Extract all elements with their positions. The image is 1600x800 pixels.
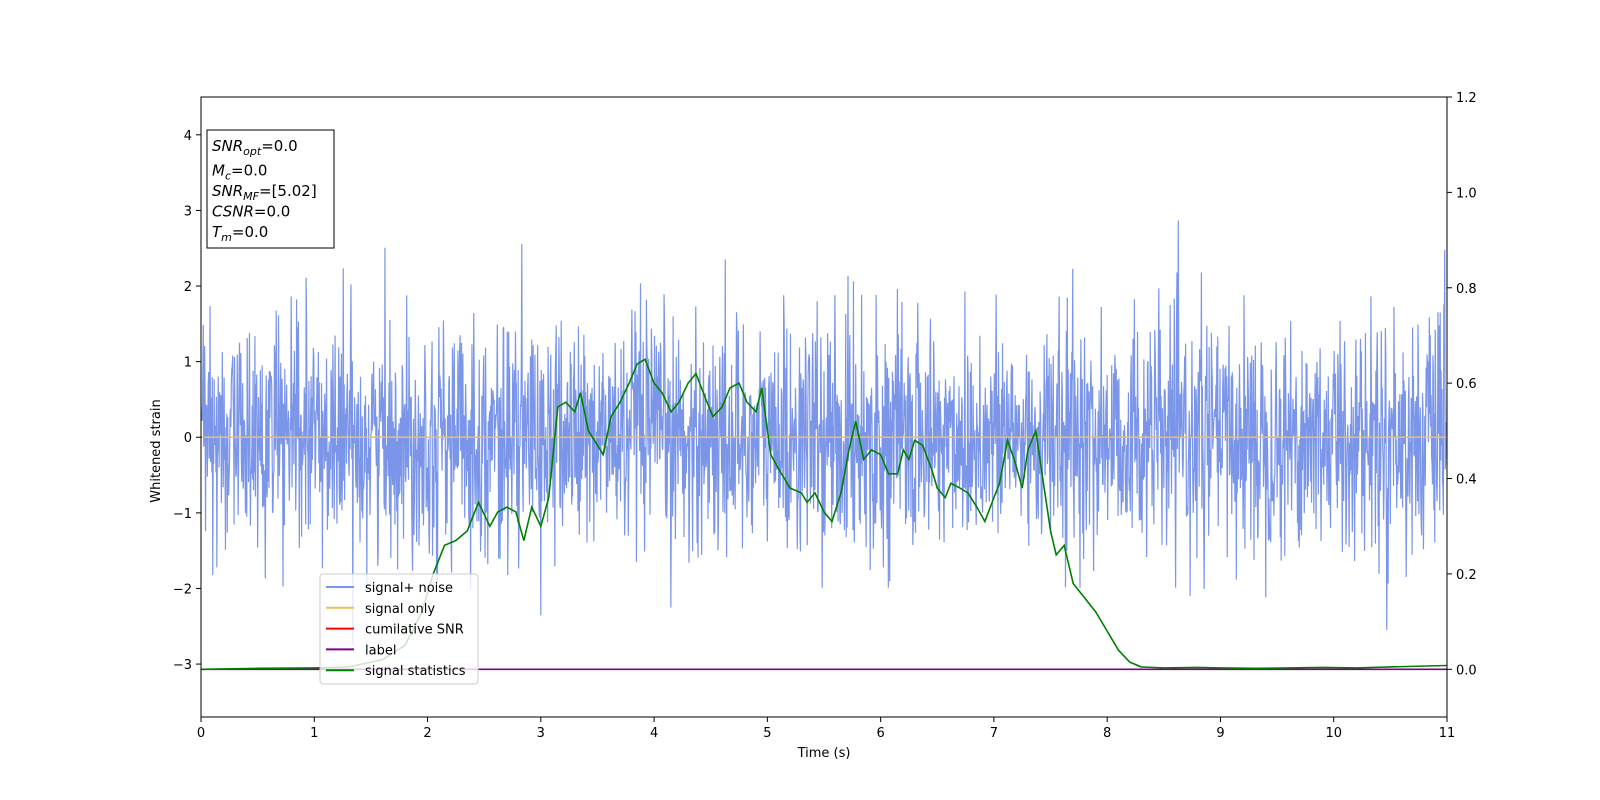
y-axis-label: Whitened strain <box>149 399 164 502</box>
y2-tick-label: 0.2 <box>1456 568 1477 583</box>
x-tick-label: 2 <box>423 726 431 741</box>
x-tick-label: 10 <box>1325 726 1342 741</box>
legend-label: signal only <box>365 602 435 617</box>
annotation-symbol: SNR <box>212 182 243 200</box>
y-tick-label: 4 <box>184 129 192 144</box>
y-tick-label: 2 <box>184 280 192 295</box>
y2-tick-label: 0.0 <box>1456 663 1477 678</box>
annotation-value: =0.0 <box>261 137 297 155</box>
legend-label: cumilative SNR <box>365 623 464 638</box>
legend-label: signal+ noise <box>365 581 453 596</box>
annotation-subscript: opt <box>243 145 262 158</box>
annotation-symbol: M <box>212 162 225 180</box>
annotation-line: SNRopt=0.0 <box>212 137 298 158</box>
x-tick-label: 0 <box>197 726 205 741</box>
annotation-line: Tm=0.0 <box>212 223 268 244</box>
annotation-symbol: CSNR <box>212 203 254 221</box>
x-tick-label: 7 <box>990 726 998 741</box>
x-tick-label: 9 <box>1216 726 1224 741</box>
x-axis-label: Time (s) <box>797 746 851 761</box>
annotation-box: SNRopt=0.0Mc=0.0SNRMF=[5.02]CSNR=0.0Tm=0… <box>206 129 335 249</box>
y2-tick-label: 1.0 <box>1456 186 1477 201</box>
legend: signal+ noise signal only cumilative SNR la… <box>319 573 479 685</box>
x-tick-label: 6 <box>876 726 884 741</box>
x-tick-label: 5 <box>763 726 771 741</box>
y2-tick-label: 0.8 <box>1456 282 1477 297</box>
axes-layer: 0 1 2 3 4 5 6 7 8 9 10 11 −3 −2 −1 0 1 2 3 4 0.0 0.2 0.4 0.6 0.8… <box>173 91 1477 741</box>
legend-frame <box>319 573 479 685</box>
y-tick-label: 0 <box>184 431 192 446</box>
annotation-line: SNRMF=[5.02] <box>212 182 317 203</box>
y2-tick-label: 0.4 <box>1456 473 1477 488</box>
y2-tick-label: 0.6 <box>1456 377 1477 392</box>
y-tick-label: 1 <box>184 356 192 371</box>
annotation-subscript: c <box>225 170 231 183</box>
x-tick-label: 11 <box>1439 726 1456 741</box>
x-tick-label: 8 <box>1103 726 1111 741</box>
y-tick-label: −1 <box>173 507 192 522</box>
y2-tick-label: 1.2 <box>1456 91 1477 106</box>
annotation-symbol: T <box>212 223 223 241</box>
annotation-frame <box>206 129 335 249</box>
x-tick-label: 3 <box>537 726 545 741</box>
annotation-value: =0.0 <box>232 223 268 241</box>
annotation-line: Mc=0.0 <box>212 162 267 183</box>
y-tick-label: −2 <box>173 582 192 597</box>
annotation-value: =0.0 <box>231 162 267 180</box>
series-signal-noise <box>201 220 1447 646</box>
legend-label: signal statistics <box>365 664 466 679</box>
annotation-subscript: m <box>221 231 232 244</box>
series-signal-statistics <box>201 358 1447 671</box>
annotation-value: =0.0 <box>254 203 290 221</box>
y-tick-label: −3 <box>173 658 192 673</box>
x-tick-label: 4 <box>650 726 658 741</box>
y-tick-label: 3 <box>184 204 192 219</box>
annotation-symbol: SNR <box>212 137 243 155</box>
annotation-value: =[5.02] <box>259 182 317 200</box>
annotation-subscript: MF <box>243 190 259 203</box>
x-tick-label: 1 <box>310 726 318 741</box>
annotation-line: CSNR=0.0 <box>212 203 290 221</box>
plot-frame <box>200 96 1448 718</box>
legend-label: label <box>365 643 396 658</box>
